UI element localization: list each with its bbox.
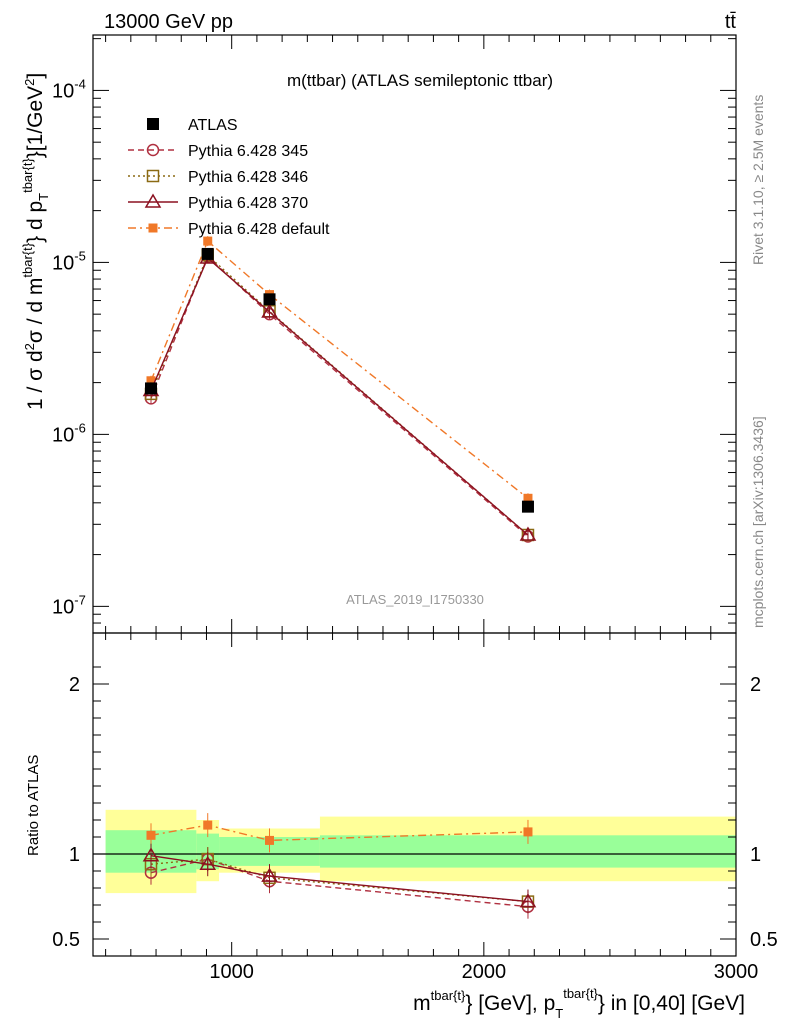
legend-marker xyxy=(146,143,160,157)
ratio-point xyxy=(523,827,533,837)
mcplots-label: mcplots.cern.ch [arXiv:1306.3436] xyxy=(750,416,766,628)
ratio-y-tick-label-right: 0.5 xyxy=(750,929,778,951)
legend-marker xyxy=(147,118,159,130)
x-tick-label: 2000 xyxy=(462,961,507,983)
y-axis-label-main: 1 / σ d2σ / d mtbar{t}} d pTtbar{t}}[1/G… xyxy=(20,73,51,410)
x-axis-label: mtbar{t}} [GeV], pTtbar{t}} in [0,40] [G… xyxy=(413,986,745,1021)
data-point xyxy=(263,293,276,306)
ratio-frame xyxy=(92,632,737,957)
legend-marker xyxy=(148,223,158,233)
data-point xyxy=(144,382,157,395)
ratio-series-line xyxy=(150,855,529,903)
x-tick-label: 1000 xyxy=(209,961,254,983)
data-point xyxy=(523,493,533,503)
ratio-point xyxy=(203,820,213,830)
data-point xyxy=(203,236,213,246)
header-right: tt̄ xyxy=(725,11,737,33)
legend-label: ATLAS xyxy=(188,117,238,134)
data-point xyxy=(519,526,537,541)
ratio-y-tick-label: 2 xyxy=(69,674,80,696)
watermark: ATLAS_2019_I1750330 xyxy=(346,592,484,607)
x-tick-label: 3000 xyxy=(714,961,759,983)
legend-marker xyxy=(146,169,160,183)
series-line xyxy=(150,239,529,499)
y-tick-label: 10-4 xyxy=(52,76,86,102)
header-left: 13000 GeV pp xyxy=(104,11,233,33)
y-axis-label-ratio: Ratio to ATLAS xyxy=(25,755,42,856)
data-point xyxy=(146,376,156,386)
ratio-y-tick-label-right: 1 xyxy=(750,844,761,866)
ratio-series-line xyxy=(150,858,529,903)
ratio-y-tick-label: 0.5 xyxy=(52,929,80,951)
data-point xyxy=(521,500,534,513)
ratio-y-tick-label-right: 2 xyxy=(750,674,761,696)
series-line xyxy=(150,254,529,536)
ratio-point xyxy=(146,830,156,840)
series-line xyxy=(150,256,529,536)
ratio-point xyxy=(142,847,160,862)
series-line xyxy=(150,255,529,537)
y-tick-label: 10-5 xyxy=(52,248,86,274)
y-tick-label: 10-7 xyxy=(52,592,86,618)
rivet-label: Rivet 3.1.10, ≥ 2.5M events xyxy=(750,95,766,265)
legend-label: Pythia 6.428 346 xyxy=(188,169,308,186)
y-tick-label: 10-6 xyxy=(52,420,86,446)
ratio-y-tick-label: 1 xyxy=(69,844,80,866)
chart-title: m(ttbar) (ATLAS semileptonic ttbar) xyxy=(287,71,553,90)
legend-label: Pythia 6.428 370 xyxy=(188,195,308,212)
ratio-point xyxy=(265,835,275,845)
legend-marker xyxy=(144,193,162,208)
legend-label: Pythia 6.428 345 xyxy=(188,143,308,160)
ratio-point xyxy=(199,855,217,870)
legend-label: Pythia 6.428 default xyxy=(188,221,330,238)
data-point xyxy=(261,303,278,318)
ratio-point xyxy=(261,867,278,882)
data-point xyxy=(201,247,214,260)
ratio-point xyxy=(519,893,537,908)
